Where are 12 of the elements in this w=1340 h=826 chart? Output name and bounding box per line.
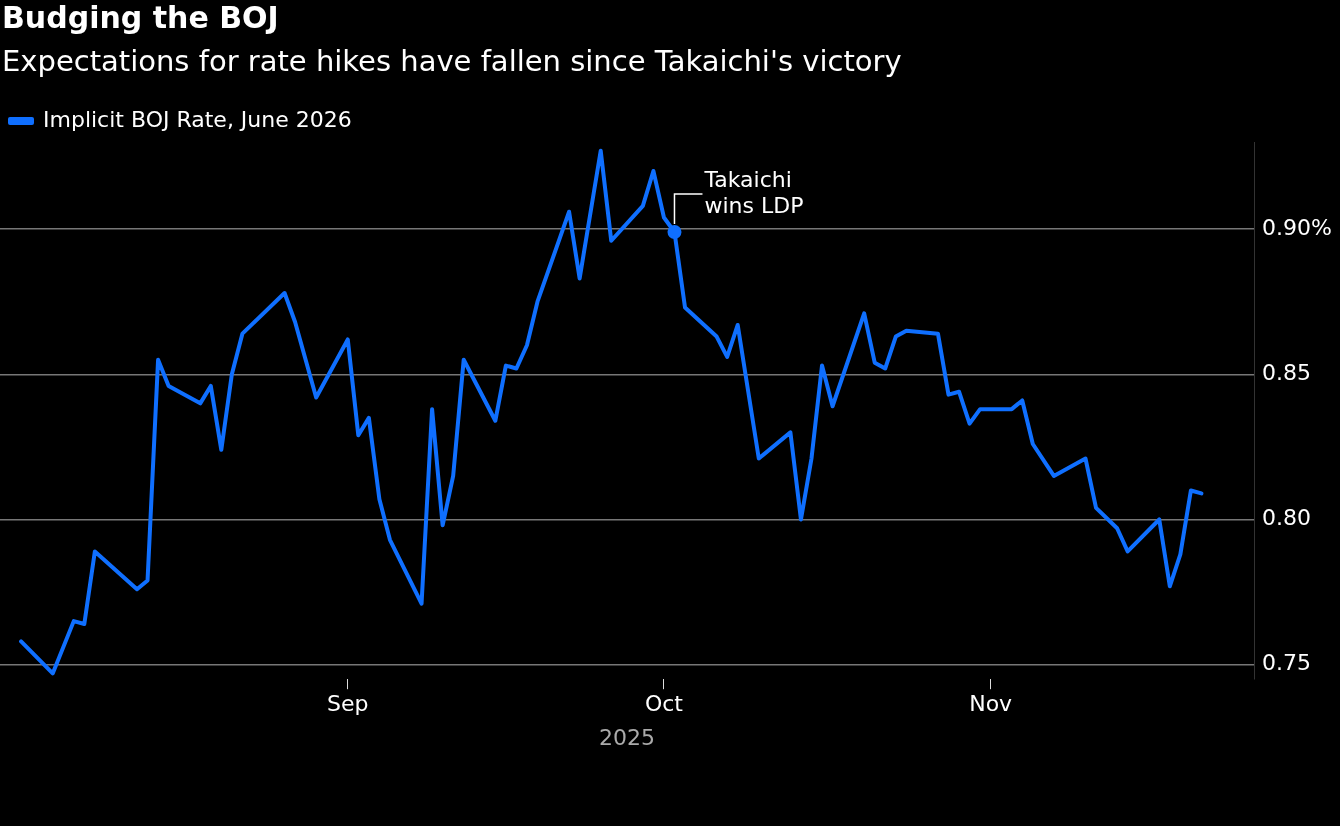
legend-label: Implicit BOJ Rate, June 2026	[43, 106, 352, 132]
x-tick-label: Nov	[969, 691, 1013, 717]
y-tick-label: 0.75	[1262, 650, 1312, 676]
x-axis-title: 2025	[599, 724, 656, 750]
annotation: Takaichi wins LDP	[703, 167, 804, 219]
chart-title: Budging the BOJ	[2, 0, 279, 35]
x-tick-label: Sep	[327, 691, 369, 717]
y-tick-label: 0.85	[1262, 360, 1312, 386]
y-tick-label: 0.80	[1262, 505, 1312, 531]
x-tick-label: Oct	[644, 691, 684, 717]
chart-subtitle: Expectations for rate hikes have fallen since Takaichi's victory	[2, 44, 902, 78]
y-tick-label: 0.90%	[1262, 214, 1332, 240]
